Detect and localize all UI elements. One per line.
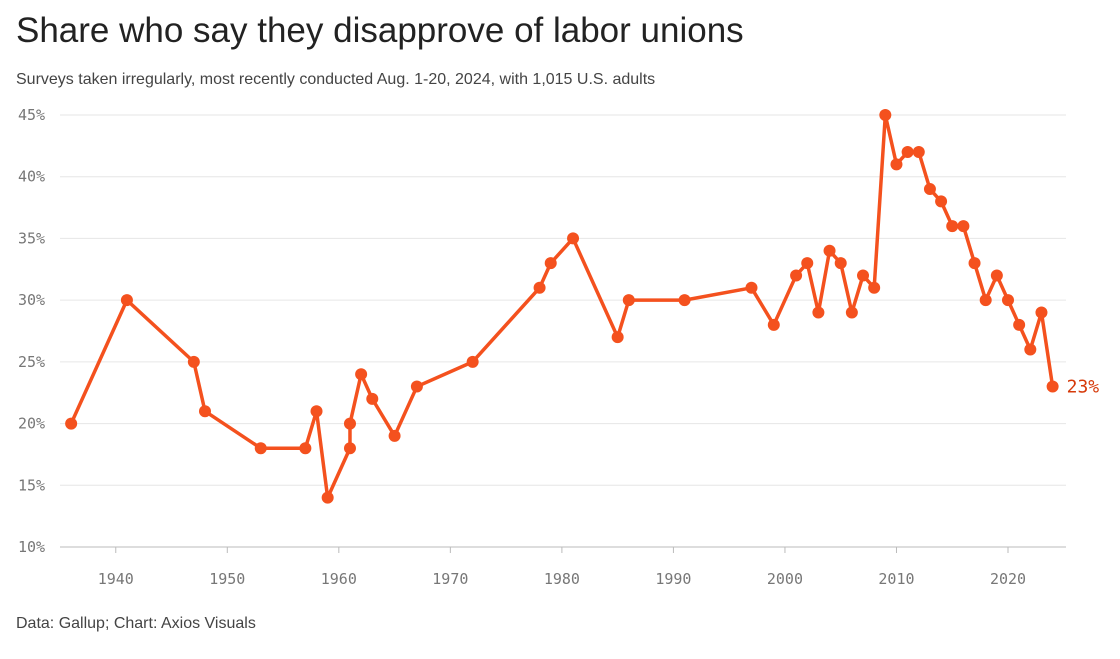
data-point [834,257,847,270]
data-point [823,244,836,257]
data-point [923,183,936,196]
data-point [198,405,211,418]
data-point [879,109,892,121]
y-tick-label: 30% [18,291,45,309]
data-point [533,281,546,294]
data-point [343,442,356,455]
data-point [868,281,881,294]
data-point [544,257,557,270]
data-point [890,158,903,171]
data-point [355,368,368,381]
y-tick-label: 35% [18,229,45,247]
data-point [567,232,580,245]
y-tick-label: 15% [18,476,45,494]
y-tick-label: 25% [18,353,45,371]
data-point [1002,294,1015,307]
x-tick-label: 2020 [990,570,1026,588]
data-point [745,281,758,294]
data-point [466,355,479,368]
x-tick-label: 1960 [321,570,357,588]
data-point [65,417,78,430]
data-point [622,294,635,307]
data-point [857,269,870,282]
y-tick-label: 40% [18,168,45,186]
x-tick-label: 1950 [209,570,245,588]
data-point [912,146,925,159]
chart-title: Share who say they disapprove of labor u… [16,11,744,50]
data-point [299,442,312,455]
data-point [901,146,914,159]
data-point [935,195,948,208]
data-point [957,220,970,233]
data-point [1013,318,1026,331]
x-tick-label: 1990 [655,570,691,588]
data-point [611,331,624,344]
y-tick-label: 10% [18,538,45,556]
data-point [388,429,401,442]
data-point [790,269,803,282]
data-point [946,220,959,233]
x-tick-label: 1980 [544,570,580,588]
data-point [801,257,814,270]
data-point [767,318,780,331]
data-point [968,257,981,270]
y-tick-label: 20% [18,415,45,433]
data-point [366,392,379,405]
data-point [1035,306,1048,319]
data-point [845,306,858,319]
data-point [321,491,334,504]
data-point [187,355,200,368]
chart-subtitle: Surveys taken irregularly, most recently… [16,71,655,88]
value-label: 23% [1067,377,1100,398]
x-tick-label: 1940 [98,570,134,588]
data-point [343,417,356,430]
data-point [410,380,423,393]
data-point [979,294,992,307]
data-point [812,306,825,319]
data-point [990,269,1003,282]
data-point [254,442,267,455]
data-point [678,294,691,307]
data-point [1046,380,1059,393]
data-line [69,113,1055,500]
x-tick-label: 2000 [767,570,803,588]
data-point [120,294,133,307]
y-tick-label: 45% [18,106,45,124]
data-point [1024,343,1037,356]
x-tick-label: 2010 [878,570,914,588]
source: Data: Gallup; Chart: Axios Visuals [16,615,256,632]
x-tick-label: 1970 [432,570,468,588]
data-point [310,405,323,418]
